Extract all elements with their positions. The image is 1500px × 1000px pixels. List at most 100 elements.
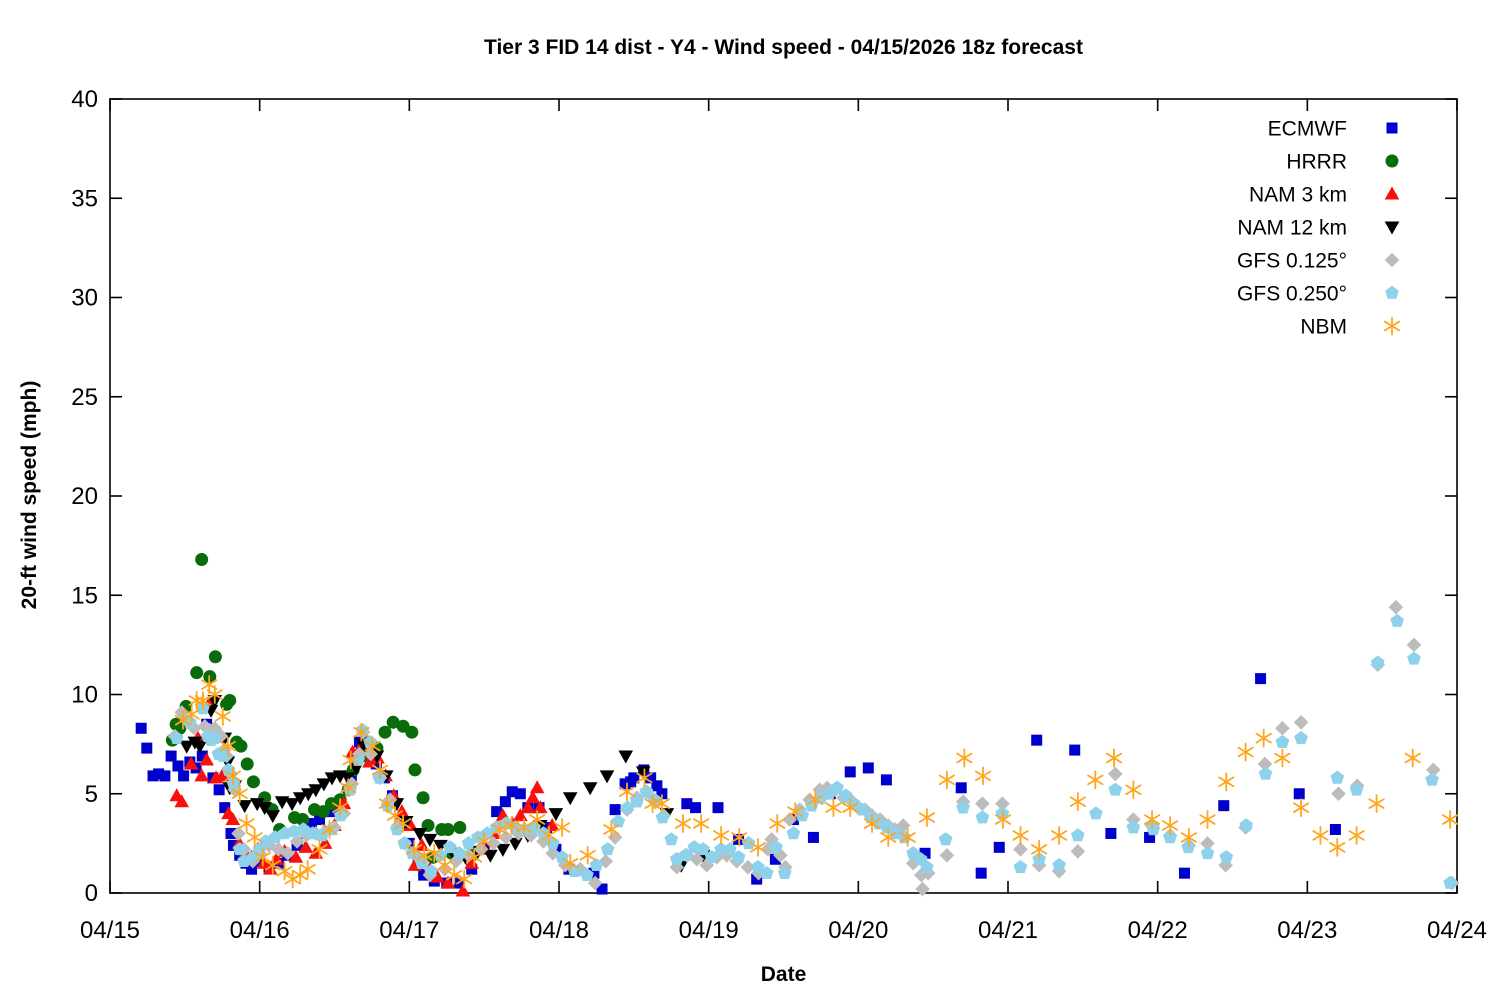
data-point-gfs-0-250	[714, 842, 728, 856]
data-point-gfs-0-250	[678, 848, 693, 862]
asterisk-spoke	[238, 818, 255, 829]
data-point-gfs-0-125	[174, 705, 190, 720]
data-point-nbm	[974, 766, 992, 786]
asterisk-spoke	[1383, 320, 1401, 332]
legend-label: GFS 0.250°	[1237, 283, 1347, 306]
data-point-ecmwf	[651, 780, 663, 792]
data-point-nbm	[446, 865, 463, 885]
data-point-nbm	[386, 806, 404, 825]
data-point-nam-12-km	[249, 798, 265, 812]
asterisk-spoke	[1069, 796, 1086, 807]
data-point-nam-12-km	[324, 772, 340, 786]
data-point-gfs-0-250	[1275, 734, 1290, 748]
data-point-gfs-0-125	[1388, 599, 1404, 615]
data-point-nbm	[1292, 798, 1310, 818]
data-point-gfs-0-250	[830, 780, 844, 794]
data-point-nbm	[769, 814, 786, 833]
data-point-gfs-0-250	[232, 842, 247, 856]
x-tick-label: 04/24	[1427, 917, 1487, 944]
data-point-ecmwf	[213, 784, 225, 796]
data-point-gfs-0-125	[1107, 766, 1123, 782]
data-point-nbm	[476, 831, 493, 851]
x-tick-label: 04/21	[978, 917, 1038, 944]
data-point-hrrr	[441, 822, 455, 836]
data-point-gfs-0-250	[221, 762, 236, 776]
asterisk-spoke	[1162, 820, 1179, 831]
asterisk-spoke	[603, 824, 620, 835]
asterisk-spoke	[713, 830, 730, 841]
y-tick-label: 30	[71, 285, 98, 312]
data-point-gfs-0-250	[620, 800, 635, 814]
asterisk-spoke	[446, 869, 463, 881]
y-tick-label: 25	[71, 384, 98, 411]
asterisk-spoke	[386, 810, 404, 821]
asterisk-spoke	[201, 679, 218, 690]
data-point-gfs-0-250	[731, 850, 746, 864]
legend-marker-nam-3-km	[1384, 186, 1400, 200]
data-point-ecmwf	[1218, 800, 1230, 812]
data-point-gfs-0-250	[1071, 828, 1085, 842]
data-point-nbm	[1105, 748, 1123, 768]
asterisk-spoke	[1051, 830, 1068, 841]
data-point-nbm	[1237, 742, 1254, 762]
legend-marker-hrrr	[1385, 154, 1399, 168]
data-point-ecmwf	[609, 804, 621, 816]
data-point-nam-3-km	[520, 800, 536, 814]
data-point-nam-3-km	[525, 790, 541, 804]
data-point-nam-3-km	[362, 754, 377, 768]
data-point-hrrr	[195, 553, 209, 567]
x-tick-label: 04/15	[80, 917, 140, 944]
asterisk-spoke	[1105, 752, 1123, 764]
data-point-gfs-0-250	[1146, 822, 1161, 836]
data-point-hrrr	[240, 757, 254, 771]
data-point-nbm	[636, 768, 653, 788]
data-point-nbm	[554, 818, 571, 837]
asterisk-spoke	[1180, 832, 1197, 843]
asterisk-spoke	[956, 752, 973, 764]
data-point-ecmwf	[325, 806, 337, 818]
asterisk-spoke	[1368, 798, 1385, 809]
data-point-nbm	[1218, 772, 1235, 792]
data-point-nbm	[842, 798, 859, 818]
legend-marker-nbm	[1383, 316, 1401, 336]
asterisk-spoke	[206, 689, 223, 700]
asterisk-spoke	[219, 740, 236, 752]
data-point-ecmwf	[1031, 734, 1043, 746]
data-point-gfs-0-250	[1425, 772, 1439, 786]
data-point-gfs-0-250	[913, 852, 928, 866]
x-tick-label: 04/17	[379, 917, 439, 944]
data-point-nbm	[899, 828, 916, 847]
data-point-ecmwf	[147, 770, 159, 782]
data-point-nam-12-km	[192, 740, 208, 754]
data-point-gfs-0-125	[486, 836, 501, 851]
data-point-nam-12-km	[599, 770, 615, 784]
asterisk-spoke	[436, 859, 453, 871]
data-point-nbm	[1442, 810, 1459, 829]
data-point-nam-12-km	[265, 810, 281, 824]
data-point-nbm	[299, 859, 316, 879]
data-point-ecmwf	[690, 802, 702, 814]
data-point-nam-12-km	[495, 843, 511, 857]
data-point-nbm	[1255, 728, 1272, 748]
data-point-nam-12-km	[179, 740, 195, 754]
data-point-ecmwf	[196, 750, 208, 762]
data-point-nbm	[956, 748, 973, 768]
data-point-gfs-0-250	[1219, 850, 1234, 864]
data-point-nam-3-km	[288, 849, 304, 863]
data-point-gfs-0-125	[915, 881, 930, 897]
data-point-gfs-0-250	[1052, 858, 1066, 872]
data-point-nbm	[342, 750, 359, 770]
data-point-ecmwf	[596, 883, 608, 895]
data-point-hrrr	[208, 650, 222, 664]
data-point-ecmwf	[993, 841, 1005, 853]
data-point-ecmwf	[135, 722, 147, 734]
asterisk-spoke	[1031, 844, 1048, 855]
data-point-gfs-0-250	[461, 836, 476, 850]
data-point-ecmwf	[645, 772, 657, 784]
asterisk-spoke	[749, 842, 767, 853]
legend-item-nam-3-km: NAM 3 km	[1249, 184, 1400, 207]
asterisk-spoke	[378, 798, 395, 809]
data-point-nbm	[713, 826, 730, 845]
data-point-gfs-0-250	[920, 860, 934, 874]
